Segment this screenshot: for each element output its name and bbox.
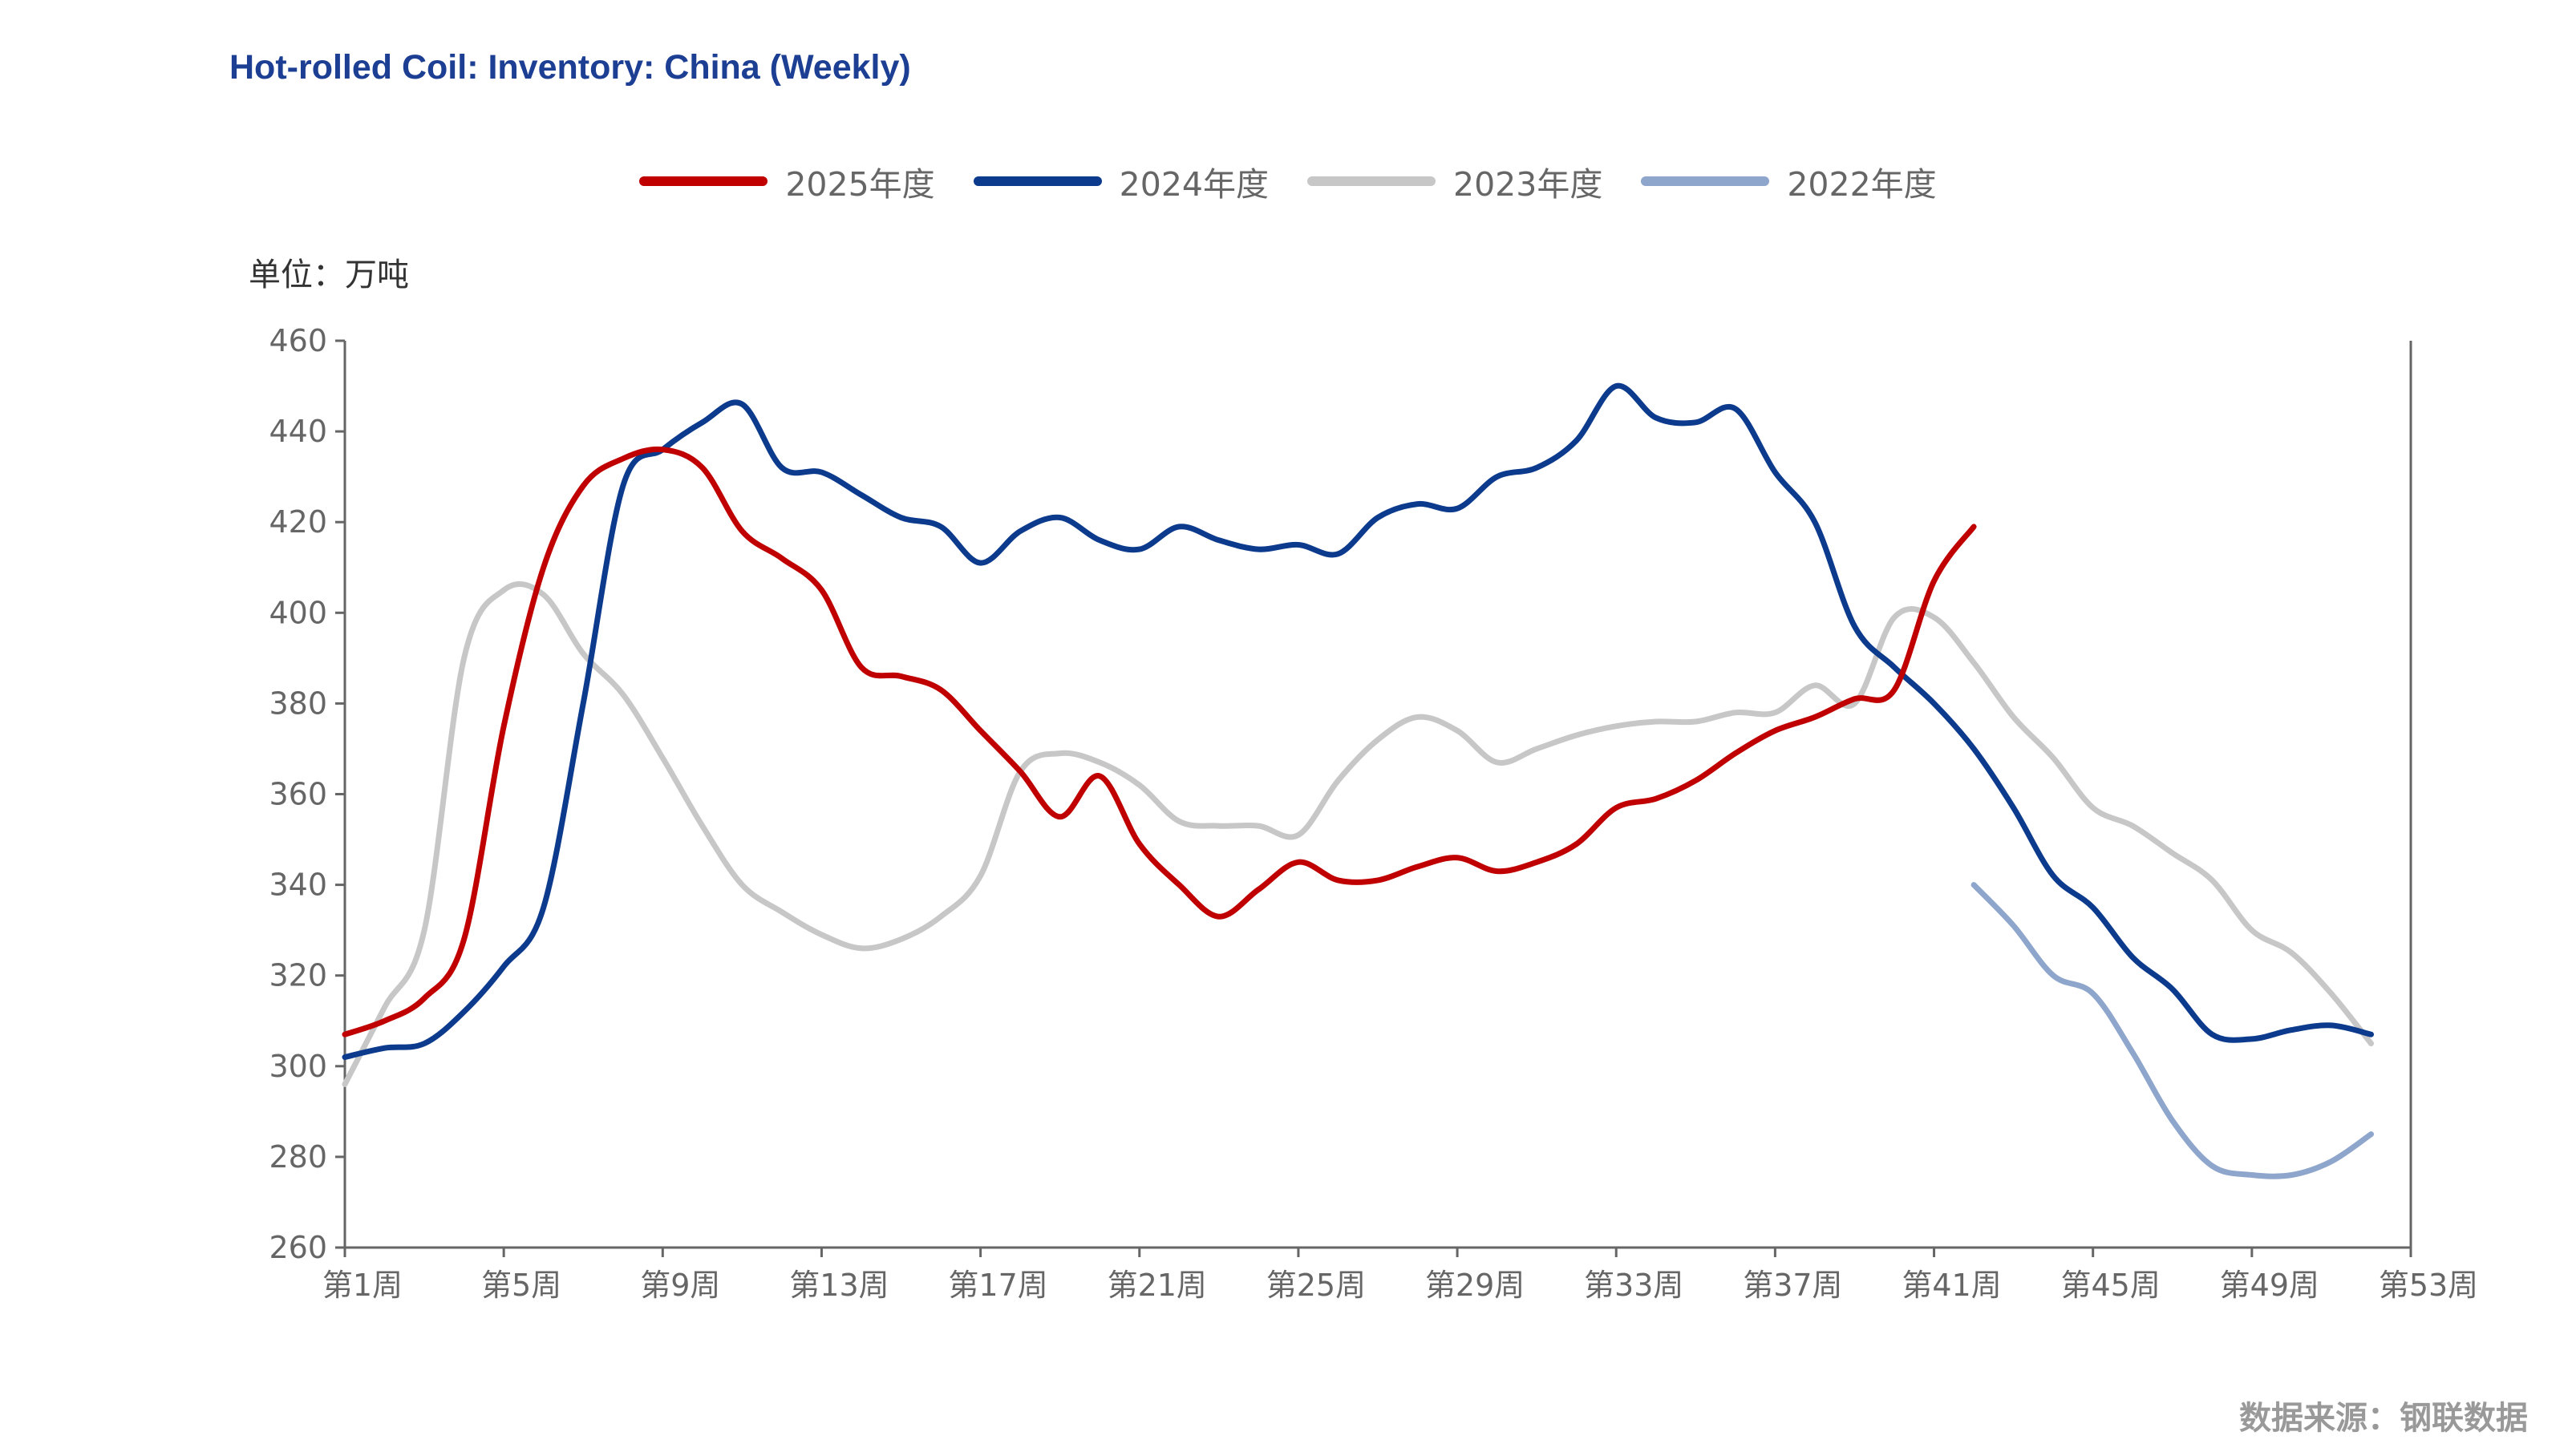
x-tick-label: 第29周 [1425,1268,1525,1303]
y-tick-label: 400 [269,595,327,630]
legend-swatch-2022 [1641,176,1770,186]
legend-label-2023: 2023年度 [1453,165,1603,204]
x-tick-label: 第49周 [2220,1268,2319,1303]
y-tick-label: 340 [269,868,327,903]
legend-label-2022: 2022年度 [1787,165,1937,204]
legend-swatch-2024 [973,176,1102,186]
legend-item-2025[interactable]: 2025年度 [639,157,935,205]
legend-swatch-2025 [639,176,768,186]
x-tick-label: 第45周 [2061,1268,2161,1303]
legend-label-2025: 2025年度 [785,165,935,204]
x-tick-label: 第13周 [789,1268,889,1303]
y-axis-ticks: 260 280 300 320 340 360 380 400 420 440 460 [269,323,345,1265]
x-tick-label: 第1周 [322,1268,403,1303]
x-tick-label: 第53周 [2379,1268,2478,1303]
x-tick-label: 第21周 [1108,1268,1207,1303]
legend-swatch-2023 [1307,176,1436,186]
y-tick-label: 320 [269,958,327,993]
series-line-2022 [1970,882,2374,1179]
legend-item-2023[interactable]: 2023年度 [1307,157,1602,205]
y-tick-label: 260 [269,1230,327,1265]
x-tick-label: 第25周 [1266,1268,1366,1303]
x-tick-label: 第9周 [640,1268,720,1303]
y-tick-label: 300 [269,1049,327,1084]
y-tick-label: 440 [269,414,327,449]
x-axis-ticks: 第1周 第5周 第9周 第13周 第17周 第21周 第25周 第29周 第33周 第37周 第41… [322,1248,2478,1303]
x-tick-label: 第33周 [1584,1268,1683,1303]
legend-item-2024[interactable]: 2024年度 [973,157,1269,205]
y-tick-label: 420 [269,504,327,540]
x-tick-label: 第41周 [1902,1268,2001,1303]
y-tick-label: 280 [269,1139,327,1175]
x-tick-label: 第37周 [1743,1268,1842,1303]
y-tick-label: 380 [269,686,327,721]
x-tick-label: 第17周 [948,1268,1047,1303]
y-tick-label: 360 [269,777,327,812]
data-source-note: 数据来源：钢联数据 [2239,1400,2528,1437]
legend-item-2022[interactable]: 2022年度 [1641,157,1937,205]
series-line-2025 [342,446,1977,1037]
series-line-2023 [342,581,2374,1087]
series-line-2024 [342,382,2374,1060]
series-lines [342,382,2374,1179]
legend-label-2024: 2024年度 [1119,165,1269,204]
y-tick-label: 460 [269,323,327,358]
chart-title: Hot-rolled Coil: Inventory: China (Weekl… [229,48,911,87]
chart-legend: 2025年度 2024年度 2023年度 2022年度 [0,157,2576,205]
x-tick-label: 第5周 [481,1268,561,1303]
unit-label: 单位：万吨 [249,257,409,293]
